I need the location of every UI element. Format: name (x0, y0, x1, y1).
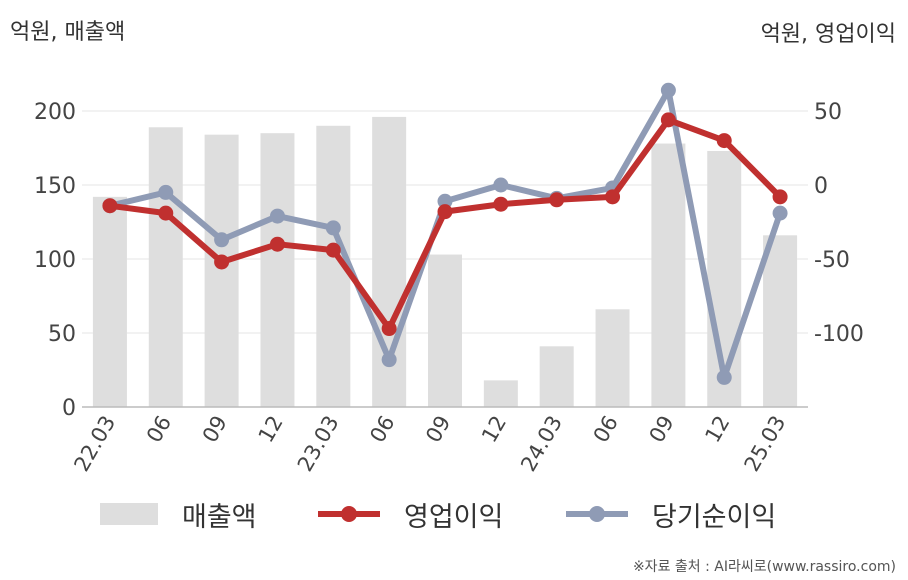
bar-revenue (595, 309, 630, 407)
left-tick-label: 150 (34, 174, 76, 199)
point-operating-profit (158, 205, 174, 221)
legend: 매출액 영업이익 당기순이익 (100, 492, 900, 536)
left-axis-title: 억원, 매출액 (10, 20, 126, 45)
left-tick-label: 200 (34, 100, 76, 125)
point-net-income (772, 205, 788, 221)
x-tick-label: 12 (477, 412, 511, 447)
point-operating-profit (102, 198, 118, 214)
right-axis-title: 억원, 영업이익 (760, 22, 896, 47)
x-tick-label: 09 (198, 412, 232, 447)
right-tick-label: 0 (814, 174, 828, 199)
point-operating-profit (437, 204, 453, 220)
point-net-income (716, 369, 732, 385)
right-tick-label: -100 (814, 322, 864, 347)
x-tick-label: 25.03 (740, 412, 791, 476)
bar-revenue (483, 380, 518, 407)
x-tick-label: 09 (421, 412, 455, 447)
x-tick-label: 12 (700, 412, 734, 447)
point-net-income (381, 352, 397, 368)
point-net-income (437, 193, 453, 209)
x-tick-label: 06 (142, 412, 176, 447)
legend-item-revenue: 매출액 (100, 492, 257, 536)
right-tick-label: 50 (814, 100, 842, 125)
legend-item-net-income: 당기순이익 (566, 492, 776, 536)
point-net-income (325, 220, 341, 236)
legend-label-operating-profit: 영업이익 (404, 501, 504, 533)
left-tick-label: 0 (62, 396, 76, 421)
point-net-income (158, 184, 174, 200)
point-net-income (493, 177, 509, 193)
point-net-income (214, 232, 230, 248)
legend-swatch-operating-profit (318, 506, 380, 522)
bar-revenue (651, 143, 686, 407)
point-operating-profit (214, 254, 230, 270)
left-tick-label: 50 (48, 322, 76, 347)
legend-swatch-net-income (566, 506, 628, 522)
point-operating-profit (493, 196, 509, 212)
point-operating-profit (605, 189, 621, 205)
bar-revenue (148, 127, 183, 407)
legend-swatch-revenue (100, 503, 158, 525)
point-net-income (660, 82, 676, 98)
x-tick-label: 22.03 (69, 412, 120, 476)
x-tick-label: 09 (645, 412, 679, 447)
bar-revenue (204, 134, 239, 407)
x-tick-label: 06 (589, 412, 623, 447)
bar-revenue (428, 254, 462, 407)
point-net-income (269, 208, 285, 224)
legend-item-operating-profit: 영업이익 (318, 492, 503, 536)
x-tick-label: 12 (254, 412, 288, 447)
bar-revenue (92, 196, 127, 407)
bar-revenue (260, 133, 295, 407)
bar-revenue (763, 235, 798, 407)
point-operating-profit (381, 321, 397, 337)
point-operating-profit (716, 133, 732, 149)
legend-label-net-income: 당기순이익 (652, 501, 777, 533)
point-operating-profit (269, 236, 285, 252)
source-note: ※자료 출처 : AI라씨로(www.rassiro.com) (632, 559, 896, 575)
point-operating-profit (772, 189, 788, 205)
right-tick-label: -50 (814, 248, 850, 273)
bar-revenue (539, 346, 574, 407)
point-operating-profit (549, 192, 565, 208)
x-tick-label: 06 (365, 412, 399, 447)
x-tick-label: 24.03 (516, 412, 567, 476)
left-tick-label: 100 (34, 248, 76, 273)
point-operating-profit (325, 242, 341, 258)
x-tick-label: 23.03 (293, 412, 344, 476)
point-operating-profit (660, 112, 676, 128)
legend-label-revenue: 매출액 (182, 501, 257, 533)
